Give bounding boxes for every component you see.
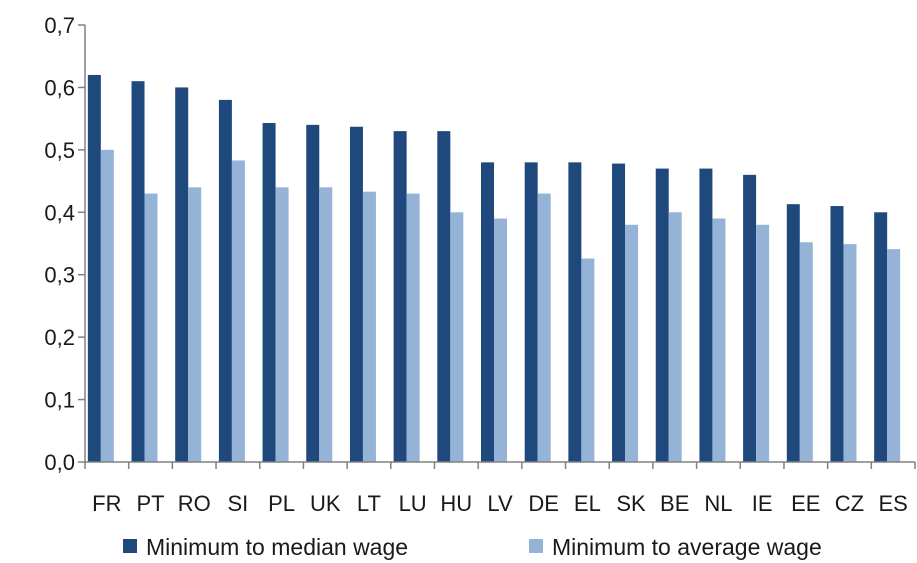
bar-median-pt [131, 81, 145, 462]
legend: Minimum to median wage Minimum to averag… [123, 534, 822, 560]
bar-median-be [655, 168, 669, 463]
y-tick-label: 0,6 [44, 75, 75, 100]
x-tick-label: LU [399, 491, 427, 516]
y-tick-label: 0,4 [44, 200, 75, 225]
bar-median-lt [349, 126, 363, 462]
legend-label-median: Minimum to median wage [146, 534, 408, 560]
bar-average-uk [319, 187, 333, 463]
x-tick-label: ES [878, 491, 907, 516]
x-tick-label: PT [136, 491, 164, 516]
bar-median-pl [262, 123, 276, 463]
x-tick-label: SI [227, 491, 248, 516]
x-axis: FR PT RO SI PL UK LT LU HU LV DE EL SK BE NL IE EE CZ ES [84, 461, 916, 516]
bar-median-hu [437, 131, 451, 462]
bar-median-ie [743, 174, 757, 463]
x-tick-label: DE [528, 491, 559, 516]
bar-average-pt [144, 193, 158, 463]
bars [87, 74, 901, 463]
bar-median-sk [612, 163, 626, 462]
bar-average-hu [450, 212, 464, 462]
bar-median-nl [699, 168, 713, 463]
bar-average-fr [100, 149, 114, 462]
legend-swatch-average [529, 539, 543, 553]
bar-average-lt [362, 191, 376, 463]
bar-average-lv [494, 218, 507, 462]
x-tick-label: HU [440, 491, 472, 516]
bar-average-ro [188, 187, 202, 463]
legend-swatch-median [123, 539, 137, 553]
bar-median-ro [175, 87, 189, 462]
bar-average-be [668, 212, 682, 462]
bar-median-lv [481, 162, 494, 463]
bar-average-es [887, 249, 901, 462]
x-tick-label: SK [616, 491, 646, 516]
y-tick-label: 0,7 [44, 13, 75, 38]
x-tick-label: LV [487, 491, 513, 516]
legend-label-average: Minimum to average wage [552, 534, 822, 560]
bar-average-sk [625, 224, 639, 462]
x-tick-label: BE [660, 491, 689, 516]
y-axis: 0,0 0,1 0,2 0,3 0,4 0,5 0,6 0,7 [44, 13, 86, 475]
x-tick-label: LT [357, 491, 381, 516]
bar-median-el [568, 162, 582, 463]
bar-average-ie [756, 224, 770, 462]
y-tick-label: 0,0 [44, 450, 75, 475]
bar-median-de [524, 162, 538, 463]
bar-average-si [231, 160, 245, 462]
x-tick-label: CZ [835, 491, 864, 516]
x-tick-label: RO [178, 491, 211, 516]
x-tick-label: IE [752, 491, 773, 516]
bar-median-si [218, 99, 232, 463]
bar-average-lu [406, 193, 420, 463]
x-tick-label: EE [791, 491, 820, 516]
x-tick-label: UK [310, 491, 341, 516]
y-tick-label: 0,3 [44, 263, 75, 288]
bar-average-ee [799, 242, 813, 462]
x-tick-label: EL [574, 491, 601, 516]
x-tick-label: FR [92, 491, 121, 516]
y-tick-label: 0,2 [44, 325, 75, 350]
bar-average-de [537, 193, 551, 463]
bar-median-es [874, 212, 888, 462]
x-tick-label: PL [268, 491, 295, 516]
y-tick-label: 0,1 [44, 388, 75, 413]
bar-median-uk [306, 124, 320, 462]
bar-median-fr [87, 74, 101, 462]
bar-median-ee [786, 204, 800, 463]
x-tick-label: NL [704, 491, 732, 516]
y-tick-label: 0,5 [44, 138, 75, 163]
bar-average-nl [712, 218, 726, 462]
bar-median-lu [393, 131, 407, 462]
bar-median-cz [830, 206, 844, 462]
bar-average-cz [843, 244, 857, 462]
bar-average-pl [275, 187, 289, 463]
bar-average-el [581, 258, 595, 462]
